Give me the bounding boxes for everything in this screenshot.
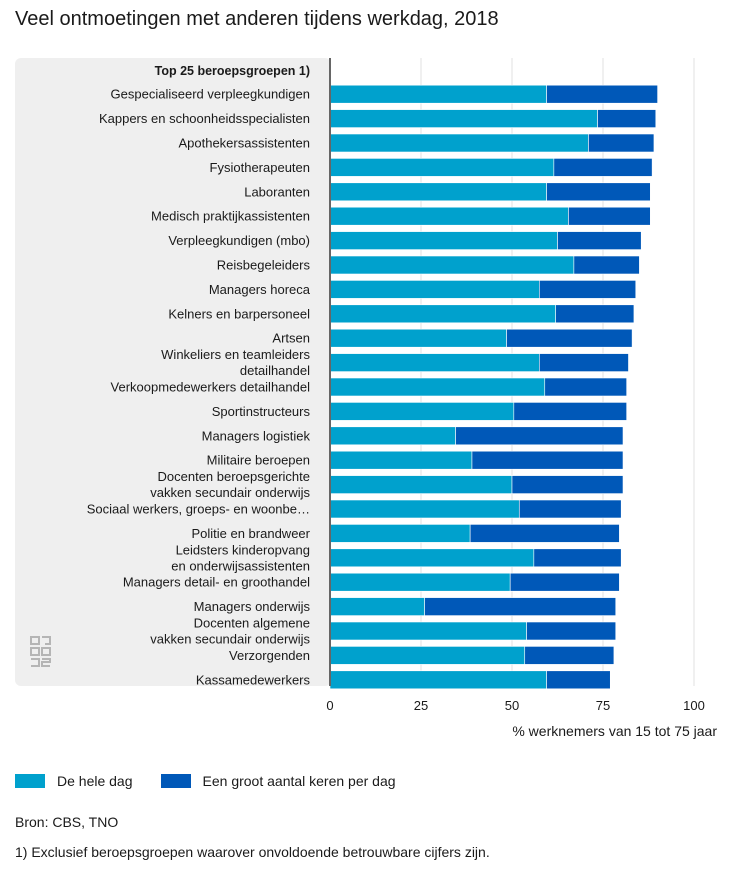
bar-segment-groot-aantal-keren (518, 499, 622, 519)
category-label: Docenten algemene vakken secundair onderw… (150, 616, 310, 647)
bar-segment-groot-aantal-keren (568, 206, 651, 226)
x-tick-label: 100 (683, 698, 705, 713)
source-note: Bron: CBS, TNO (15, 814, 119, 830)
bar-segment-de-hele-dag (329, 572, 511, 592)
bar-segment-de-hele-dag (329, 328, 507, 348)
bar-segment-groot-aantal-keren (538, 353, 629, 372)
bars (329, 84, 658, 690)
bar-segment-groot-aantal-keren (588, 133, 655, 153)
bar-segment-groot-aantal-keren (513, 402, 627, 421)
category-label: Artsen (272, 331, 310, 346)
category-label: Verkoopmedewerkers detailhandel (111, 380, 311, 395)
category-label: Managers logistiek (202, 428, 311, 443)
category-label: Sociaal werkers, groeps- en woonbe… (87, 502, 310, 517)
category-label: Managers horeca (209, 282, 311, 297)
category-label: Militaire beroepen (207, 453, 310, 468)
bar-segment-groot-aantal-keren (471, 450, 624, 470)
category-label: Kappers en schoonheidsspecialisten (99, 111, 310, 126)
category-label: Kassamedewerkers (196, 672, 311, 687)
category-label: Sportinstructeurs (212, 404, 311, 419)
bar-segment-de-hele-dag (329, 206, 569, 226)
category-label: Docenten beroepsgerichte vakken secundair… (150, 469, 310, 500)
bar-segment-groot-aantal-keren (511, 475, 624, 494)
cbs-logo-icon (28, 634, 54, 675)
category-labels: Gespecialiseerd verpleegkundigen Kappers … (87, 87, 311, 688)
legend-label-series2: Een groot aantal keren per dag (202, 773, 396, 789)
bar-segment-de-hele-dag (329, 597, 425, 616)
chart-title: Veel ontmoetingen met anderen tijdens we… (15, 8, 499, 30)
bar-segment-de-hele-dag (329, 621, 527, 641)
bar-segment-de-hele-dag (329, 548, 535, 568)
footnote: 1) Exclusief beroepsgroepen waarover onv… (15, 844, 490, 860)
category-label: Laboranten (244, 184, 310, 199)
bar-segment-de-hele-dag (329, 182, 547, 202)
bar-segment-de-hele-dag (329, 158, 555, 177)
category-label: Verpleegkundigen (mbo) (168, 233, 310, 248)
category-header: Top 25 beroepsgroepen 1) (155, 64, 310, 78)
bar-segment-groot-aantal-keren (546, 182, 651, 202)
stacked-bar-chart: Gespecialiseerd verpleegkundigen Kappers … (15, 58, 717, 739)
x-tick-label: 75 (596, 698, 610, 713)
category-label: Verzorgenden (229, 648, 310, 663)
bar-segment-groot-aantal-keren (546, 84, 658, 104)
legend: De hele dag Een groot aantal keren per d… (15, 773, 424, 789)
category-label: Winkeliers en teamleiders detailhandel (161, 347, 310, 378)
x-tick-label: 25 (414, 698, 428, 713)
bar-segment-groot-aantal-keren (557, 231, 642, 250)
category-label: Reisbegeleiders (217, 258, 311, 273)
bar-segment-groot-aantal-keren (424, 597, 617, 616)
bar-segment-groot-aantal-keren (533, 548, 622, 568)
bar-segment-groot-aantal-keren (506, 328, 633, 348)
bar-segment-de-hele-dag (329, 426, 456, 446)
legend-swatch-series1 (15, 774, 45, 788)
category-label: Managers detail- en groothandel (123, 575, 310, 590)
bar-segment-de-hele-dag (329, 84, 547, 104)
x-tick-label: 0 (326, 698, 333, 713)
bar-segment-groot-aantal-keren (469, 524, 620, 543)
legend-item-groot-aantal-keren: Een groot aantal keren per dag (160, 773, 396, 789)
bar-segment-de-hele-dag (329, 255, 575, 275)
bar-segment-groot-aantal-keren (544, 377, 627, 397)
bar-segment-groot-aantal-keren (597, 109, 657, 128)
bar-segment-de-hele-dag (329, 133, 589, 153)
bar-segment-groot-aantal-keren (524, 646, 615, 665)
x-tick-label: 50 (505, 698, 519, 713)
bar-segment-de-hele-dag (329, 402, 515, 421)
bar-segment-groot-aantal-keren (455, 426, 624, 446)
category-label: Leidsters kinderopvang en onderwijsassist… (171, 542, 310, 573)
bar-segment-de-hele-dag (329, 377, 546, 397)
bar-segment-de-hele-dag (329, 450, 473, 470)
legend-label-series1: De hele dag (57, 773, 133, 789)
bar-segment-groot-aantal-keren (553, 158, 653, 177)
category-label: Medisch praktijkassistenten (151, 209, 310, 224)
category-label: Fysiotherapeuten (210, 160, 310, 175)
legend-swatch-series2 (160, 774, 191, 788)
x-tick-labels: 0 25 50 75 100 (326, 698, 704, 713)
category-label: Managers onderwijs (194, 599, 311, 614)
bar-segment-groot-aantal-keren (526, 621, 617, 641)
bar-segment-groot-aantal-keren (573, 255, 640, 275)
bar-segment-de-hele-dag (329, 670, 547, 690)
bar-segment-groot-aantal-keren (555, 304, 635, 324)
bar-segment-de-hele-dag (329, 280, 540, 299)
bar-segment-de-hele-dag (329, 353, 540, 372)
category-panel (15, 58, 331, 686)
category-label: Politie en brandweer (191, 526, 310, 541)
category-label: Gespecialiseerd verpleegkundigen (111, 87, 310, 102)
bar-segment-de-hele-dag (329, 499, 520, 519)
bar-segment-de-hele-dag (329, 475, 513, 494)
bar-segment-groot-aantal-keren (546, 670, 611, 690)
x-axis-label: % werknemers van 15 tot 75 jaar (512, 723, 717, 739)
bar-segment-de-hele-dag (329, 231, 558, 250)
bar-segment-de-hele-dag (329, 304, 556, 324)
category-label: Apothekersassistenten (178, 136, 310, 151)
bar-segment-groot-aantal-keren (509, 572, 620, 592)
legend-item-de-hele-dag: De hele dag (15, 773, 133, 789)
bar-segment-de-hele-dag (329, 524, 471, 543)
bar-segment-de-hele-dag (329, 109, 598, 128)
bar-segment-de-hele-dag (329, 646, 526, 665)
category-label: Kelners en barpersoneel (168, 306, 310, 321)
bar-segment-groot-aantal-keren (538, 280, 637, 299)
